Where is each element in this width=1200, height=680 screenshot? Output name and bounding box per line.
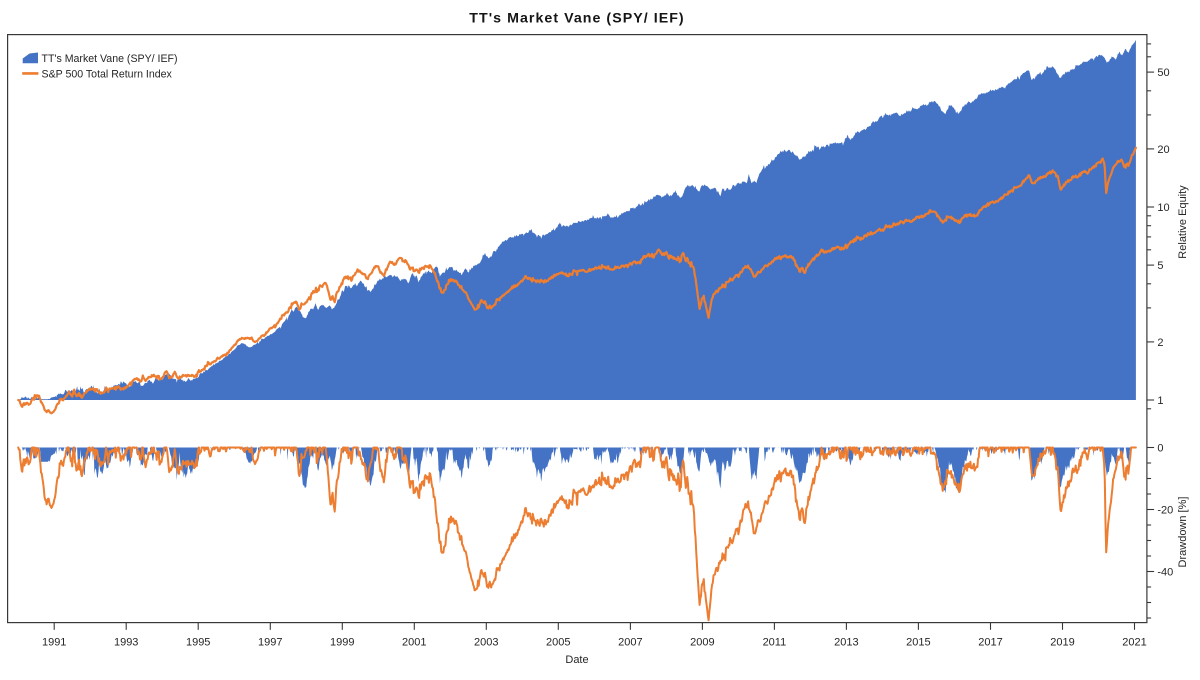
svg-text:50: 50 — [1157, 67, 1169, 79]
svg-text:2021: 2021 — [1122, 637, 1146, 649]
svg-text:-40: -40 — [1157, 566, 1173, 578]
svg-text:Relative Equity: Relative Equity — [1177, 185, 1189, 259]
svg-text:2005: 2005 — [546, 637, 570, 649]
svg-text:2019: 2019 — [1050, 637, 1074, 649]
svg-text:20: 20 — [1157, 144, 1169, 156]
svg-text:1999: 1999 — [330, 637, 354, 649]
svg-text:1991: 1991 — [42, 637, 66, 649]
svg-text:S&P 500 Total Return Index: S&P 500 Total Return Index — [42, 69, 173, 81]
svg-text:1: 1 — [1157, 395, 1163, 407]
svg-text:TT's Market Vane (SPY/ IEF): TT's Market Vane (SPY/ IEF) — [469, 11, 684, 27]
svg-text:2009: 2009 — [690, 637, 714, 649]
svg-text:1997: 1997 — [258, 637, 282, 649]
svg-text:2: 2 — [1157, 337, 1163, 349]
svg-text:2015: 2015 — [906, 637, 930, 649]
svg-text:Date: Date — [565, 654, 588, 666]
svg-text:-20: -20 — [1157, 504, 1173, 516]
svg-text:TT's Market Vane (SPY/ IEF): TT's Market Vane (SPY/ IEF) — [42, 53, 178, 65]
svg-text:Drawdown [%]: Drawdown [%] — [1177, 497, 1189, 568]
svg-text:10: 10 — [1157, 202, 1169, 214]
svg-text:2017: 2017 — [978, 637, 1002, 649]
svg-text:2003: 2003 — [474, 637, 498, 649]
svg-text:0: 0 — [1157, 442, 1163, 454]
svg-text:1995: 1995 — [186, 637, 210, 649]
svg-text:5: 5 — [1157, 260, 1163, 272]
svg-text:2007: 2007 — [618, 637, 642, 649]
svg-text:1993: 1993 — [114, 637, 138, 649]
svg-text:2011: 2011 — [763, 637, 787, 649]
svg-text:2013: 2013 — [834, 637, 858, 649]
svg-text:2001: 2001 — [402, 637, 426, 649]
